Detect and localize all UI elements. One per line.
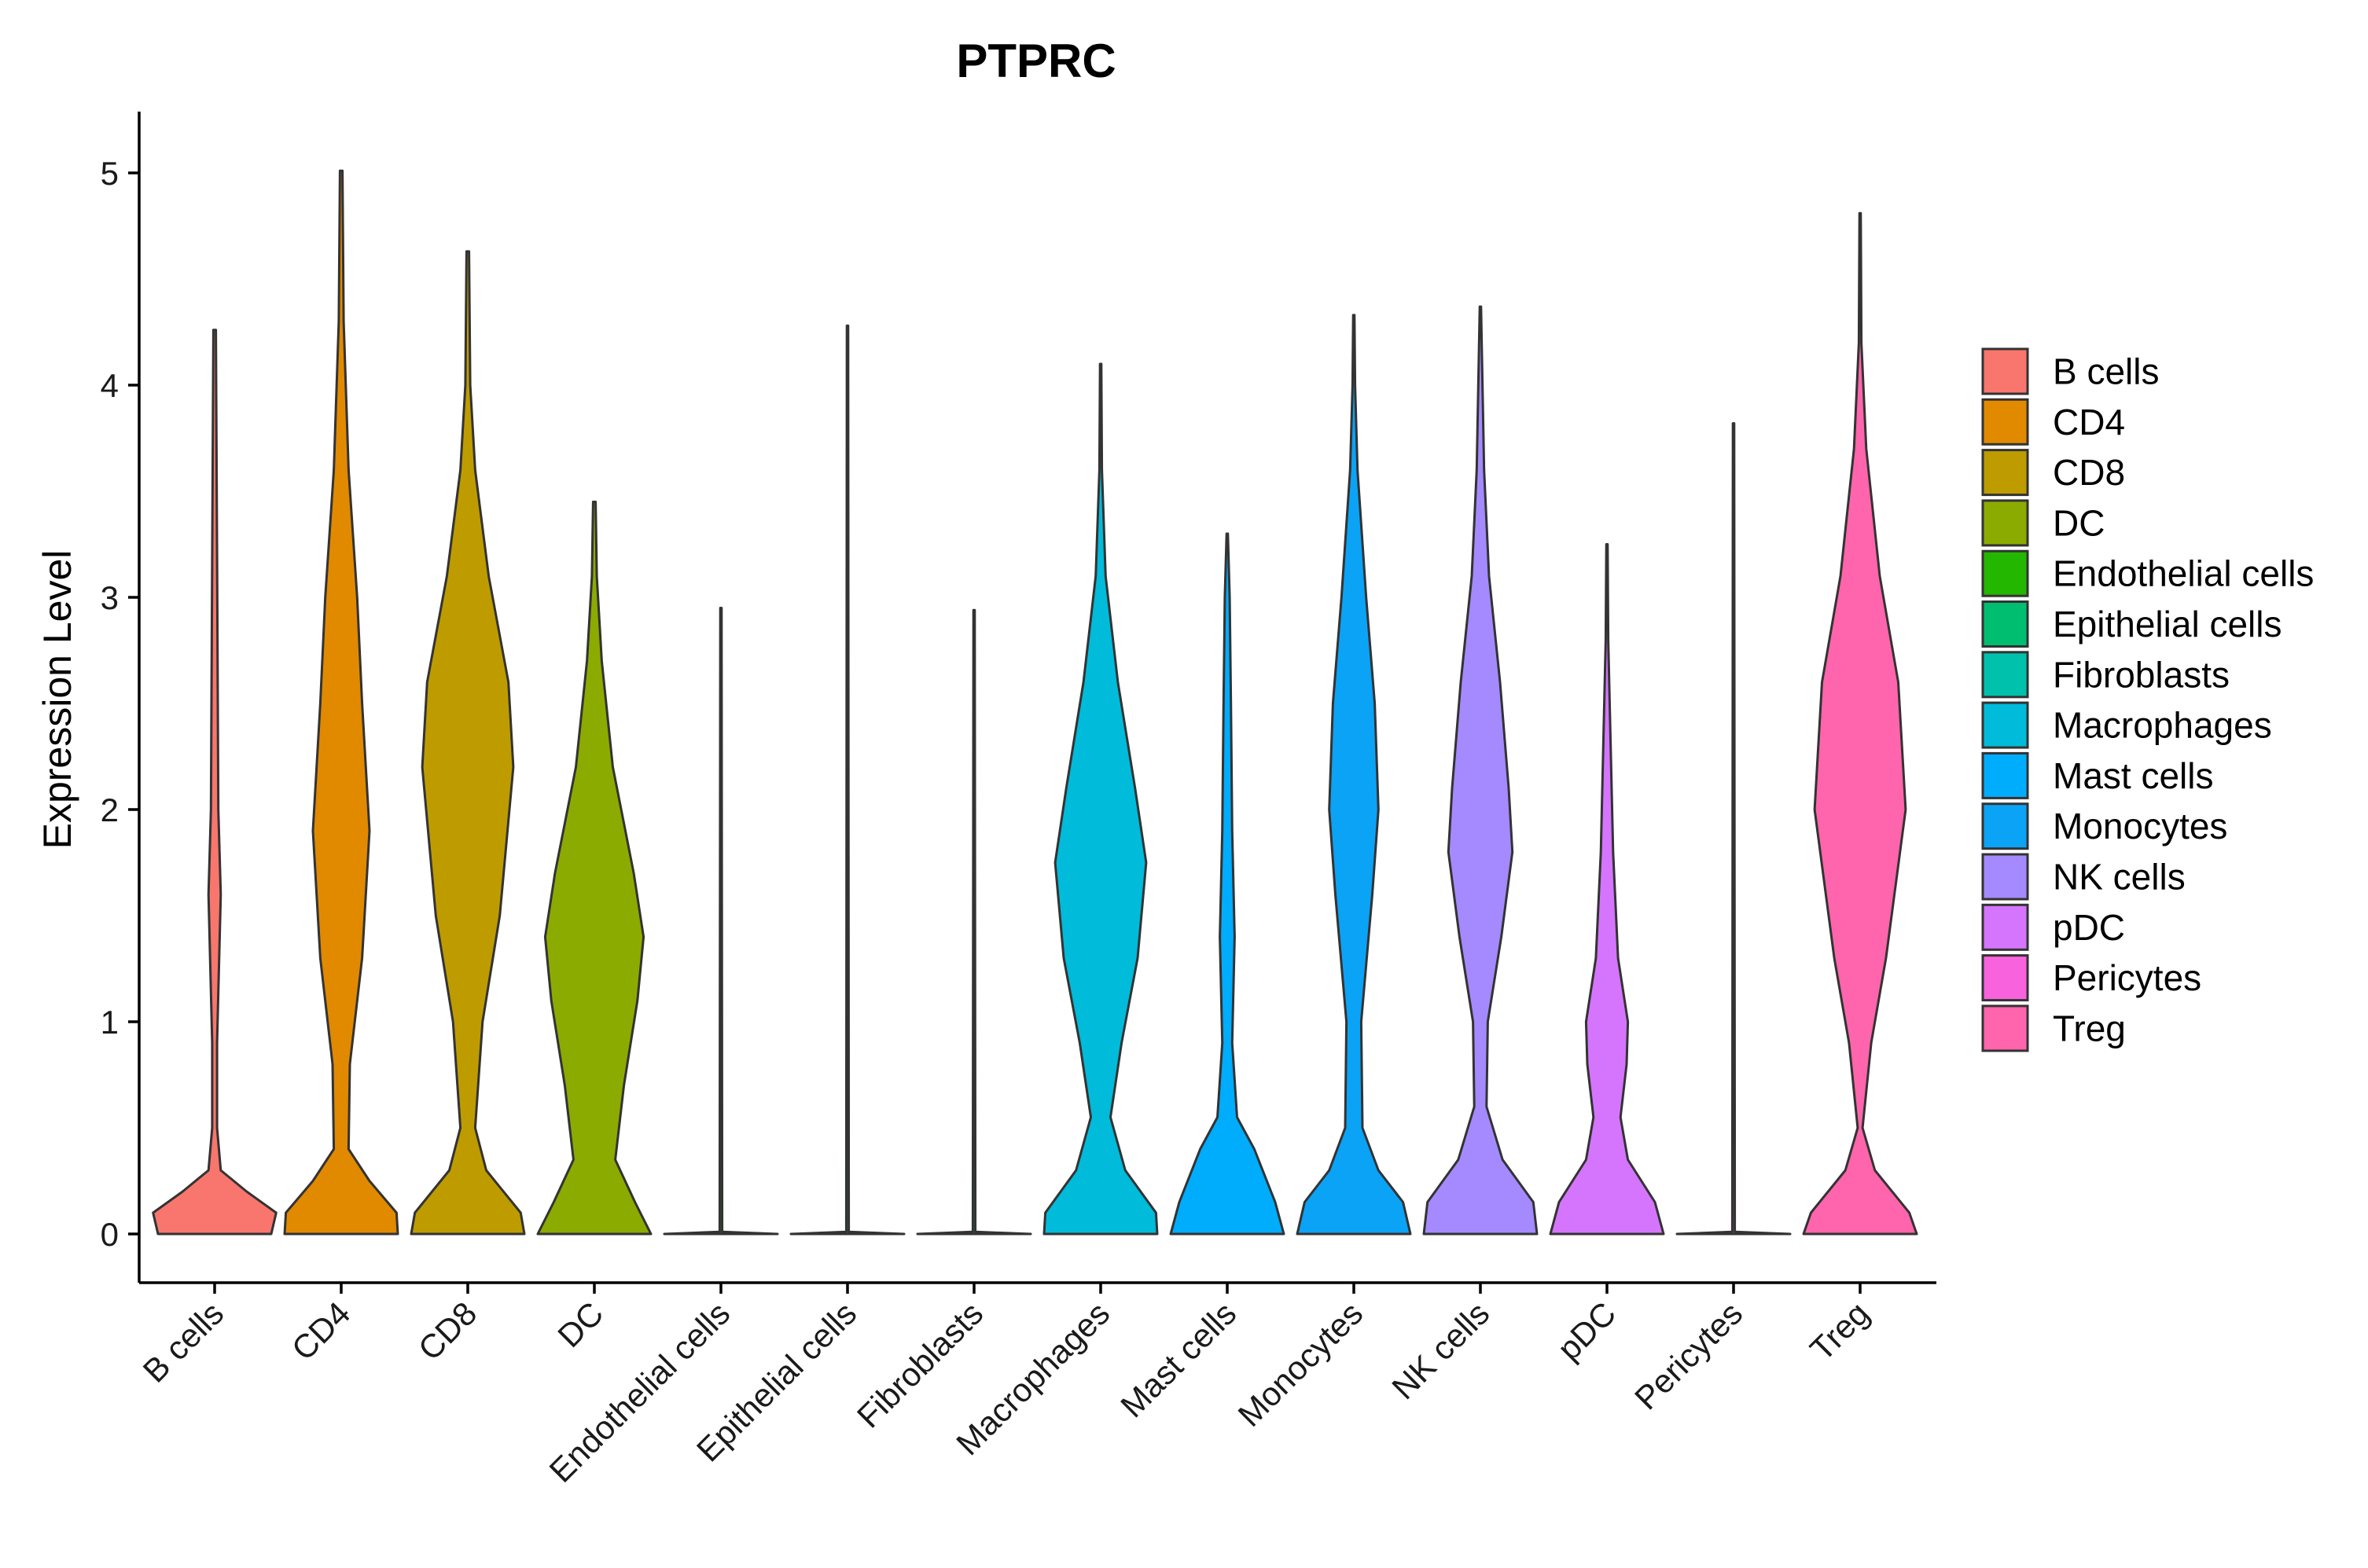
legend-swatch: [1981, 903, 2029, 951]
legend-swatch: [1981, 549, 2029, 597]
legend-swatch: [1981, 499, 2029, 547]
x-tick-label: B cells: [136, 1294, 231, 1390]
violin-monocytes: [1296, 314, 1412, 1236]
legend-swatch: [1981, 802, 2029, 850]
legend-label: Endothelial cells: [2053, 553, 2314, 594]
y-tick-label: 1: [101, 1004, 119, 1041]
x-tick-label: DC: [550, 1294, 610, 1354]
legend-swatch: [1981, 853, 2029, 901]
x-tick-label: Mast cells: [1113, 1294, 1243, 1424]
violin-fibroblasts: [916, 608, 1032, 1236]
legend-label: NK cells: [2053, 857, 2186, 898]
legend-swatch: [1981, 954, 2029, 1002]
legend-label: CD4: [2053, 402, 2125, 442]
y-axis-title: Expression Level: [35, 550, 79, 850]
legend-label: Pericytes: [2053, 957, 2201, 998]
legend-swatch: [1981, 600, 2029, 648]
x-tick-label: CD8: [411, 1294, 484, 1368]
legend: B cells CD4 CD8 DC Endothelial cells Epitheli…: [1981, 347, 2314, 1052]
legend-label: Monocytes: [2053, 806, 2227, 846]
violin-series: [152, 169, 1918, 1236]
violin-pdc: [1549, 543, 1665, 1236]
violin-endothelial-cells: [663, 607, 779, 1236]
x-tick-label: NK cells: [1384, 1294, 1496, 1406]
legend-swatch: [1981, 651, 2029, 699]
x-tick-label: Monocytes: [1231, 1294, 1370, 1434]
legend-label: Fibroblasts: [2053, 654, 2230, 695]
y-axis-ticks: 0 1 2 3 4 5: [101, 155, 139, 1253]
violin-nk-cells: [1422, 305, 1539, 1236]
legend-label: Macrophages: [2053, 705, 2272, 746]
legend-label: Treg: [2053, 1008, 2126, 1048]
violin-cd4: [283, 169, 399, 1236]
violin-mast-cells: [1169, 532, 1285, 1236]
violin-dc: [536, 501, 653, 1236]
legend-swatch: [1981, 347, 2029, 395]
chart-title: PTPRC: [956, 35, 1116, 87]
legend-swatch: [1981, 398, 2029, 446]
y-tick-label: 2: [101, 791, 119, 828]
legend-swatch: [1981, 1004, 2029, 1052]
legend-label: Epithelial cells: [2053, 604, 2282, 644]
violin-pericytes: [1675, 422, 1792, 1236]
violin-b-cells: [152, 329, 278, 1236]
legend-label: DC: [2053, 502, 2105, 543]
legend-swatch: [1981, 751, 2029, 799]
legend-swatch: [1981, 449, 2029, 497]
legend-label: CD8: [2053, 452, 2125, 493]
x-tick-label: CD4: [285, 1294, 358, 1368]
x-tick-label: Fibroblasts: [850, 1294, 990, 1434]
violin-epithelial-cells: [789, 324, 906, 1236]
x-tick-label: pDC: [1550, 1294, 1623, 1368]
legend-label: B cells: [2053, 351, 2159, 392]
legend-label: Mast cells: [2053, 755, 2213, 796]
legend-swatch: [1981, 701, 2029, 749]
y-tick-label: 5: [101, 155, 119, 192]
y-tick-label: 4: [101, 367, 119, 404]
legend-label: pDC: [2053, 907, 2125, 948]
y-tick-label: 0: [101, 1216, 119, 1253]
x-tick-label: Treg: [1803, 1294, 1876, 1368]
violin-macrophages: [1042, 362, 1159, 1236]
x-tick-label: Pericytes: [1627, 1294, 1749, 1416]
y-tick-label: 3: [101, 579, 119, 616]
violin-cd8: [410, 250, 526, 1236]
violin-treg: [1802, 211, 1918, 1236]
